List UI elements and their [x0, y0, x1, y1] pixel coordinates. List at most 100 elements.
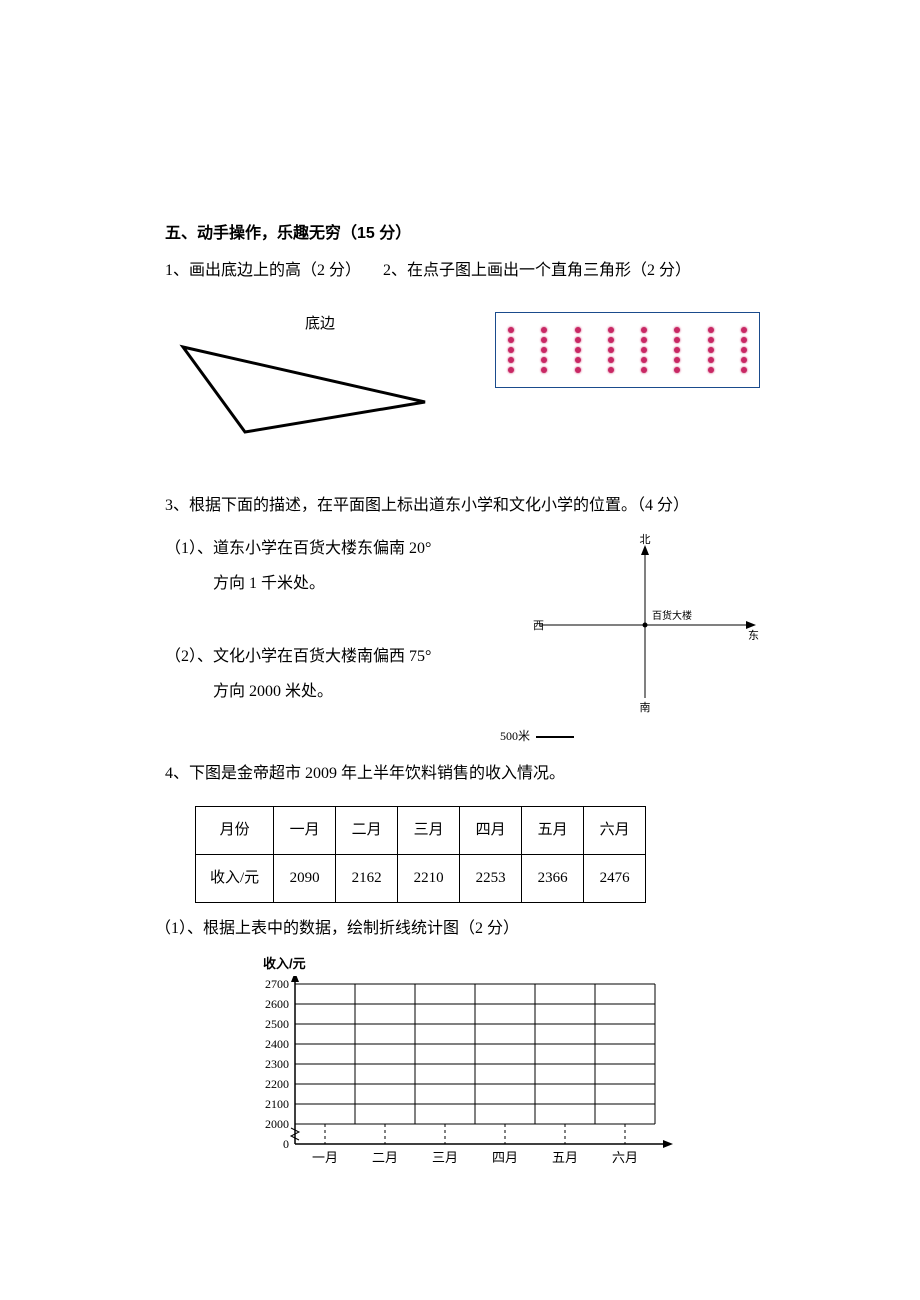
- scale-label: 500米: [500, 726, 530, 748]
- question-3: 3、根据下面的描述，在平面图上标出道东小学和文化小学的位置。（4 分）: [165, 492, 760, 521]
- question-4: 4、下图是金帝超市 2009 年上半年饮料销售的收入情况。: [165, 760, 760, 789]
- y-tick-label: 2700: [265, 977, 289, 991]
- grid-dot: [641, 367, 647, 373]
- grid-dot: [741, 357, 747, 363]
- table-value-cell: 2090: [274, 855, 336, 903]
- grid-dot: [641, 337, 647, 343]
- grid-dot: [508, 347, 514, 353]
- q3-sub2-line2: 方向 2000 米处。: [165, 678, 530, 707]
- grid-dot: [541, 347, 547, 353]
- grid-dot: [708, 327, 714, 333]
- grid-dot: [608, 357, 614, 363]
- x-tick-label: 四月: [492, 1150, 518, 1165]
- grid-dot: [741, 367, 747, 373]
- compass-scale: 500米: [500, 726, 760, 748]
- q3-sub1-line1: （1）、道东小学在百货大楼东偏南 20°: [165, 535, 530, 564]
- table-row-label: 收入/元: [196, 855, 274, 903]
- grid-dot: [608, 367, 614, 373]
- y-tick-label: 2500: [265, 1017, 289, 1031]
- question-1: 1、画出底边上的高（2 分）: [165, 257, 361, 286]
- grid-dot: [508, 367, 514, 373]
- y-tick-label: 2100: [265, 1097, 289, 1111]
- grid-dot: [575, 327, 581, 333]
- dot-row: [508, 327, 747, 333]
- north-arrow-icon: [641, 545, 649, 555]
- line-chart-grid: 收入/元 020002100220023002400250026002700一月…: [245, 952, 675, 1185]
- table-header-row: 月份一月二月三月四月五月六月: [196, 807, 646, 855]
- compass-north-label: 北: [640, 533, 651, 546]
- chart-y-label: 收入/元: [263, 952, 675, 975]
- grid-dot: [541, 327, 547, 333]
- grid-dot: [708, 347, 714, 353]
- table-value-cell: 2476: [584, 855, 646, 903]
- grid-dot: [741, 327, 747, 333]
- grid-dot: [708, 367, 714, 373]
- compass-center-label: 百货大楼: [652, 609, 692, 622]
- grid-dot: [608, 337, 614, 343]
- grid-dot: [741, 337, 747, 343]
- y-tick-label: 2600: [265, 997, 289, 1011]
- grid-dot: [674, 327, 680, 333]
- table-header-cell: 五月: [522, 807, 584, 855]
- q4-sub1: （1）、根据上表中的数据，绘制折线统计图（2 分）: [155, 915, 760, 944]
- grid-dot: [575, 347, 581, 353]
- grid-dot: [674, 337, 680, 343]
- q3-sub2-line1: （2）、文化小学在百货大楼南偏西 75°: [165, 643, 530, 672]
- dot-row: [508, 337, 747, 343]
- x-tick-label: 一月: [312, 1150, 338, 1165]
- dot-row: [508, 367, 747, 373]
- q3-sub1-line2: 方向 1 千米处。: [165, 570, 530, 599]
- grid-dot: [641, 347, 647, 353]
- grid-dot: [541, 357, 547, 363]
- dot-grid: [495, 312, 760, 388]
- y-axis-arrow-icon: [291, 976, 299, 982]
- axis-break-icon: [291, 1128, 299, 1140]
- section-title: 五、动手操作，乐趣无穷（15 分）: [165, 220, 760, 249]
- grid-dot: [708, 357, 714, 363]
- grid-dot: [674, 367, 680, 373]
- y-tick-label: 0: [283, 1137, 289, 1151]
- grid-dot: [575, 367, 581, 373]
- y-tick-label: 2200: [265, 1077, 289, 1091]
- x-axis-arrow-icon: [663, 1140, 673, 1148]
- grid-dot: [508, 337, 514, 343]
- grid-dot: [641, 357, 647, 363]
- scale-bar-icon: [536, 736, 574, 738]
- triangle-base-label: 底边: [305, 315, 335, 332]
- question-2: 2、在点子图上画出一个直角三角形（2 分）: [383, 257, 691, 286]
- compass-east-label: 东: [748, 629, 759, 642]
- table-header-cell: 三月: [398, 807, 460, 855]
- grid-dot: [674, 357, 680, 363]
- table-header-cell: 六月: [584, 807, 646, 855]
- table-header-cell: 二月: [336, 807, 398, 855]
- income-table: 月份一月二月三月四月五月六月 收入/元209021622210225323662…: [195, 806, 646, 903]
- table-data-row: 收入/元209021622210225323662476: [196, 855, 646, 903]
- grid-dot: [708, 337, 714, 343]
- dot-row: [508, 347, 747, 353]
- table-header-cell: 四月: [460, 807, 522, 855]
- table-value-cell: 2253: [460, 855, 522, 903]
- x-tick-label: 三月: [432, 1150, 458, 1165]
- grid-dot: [608, 327, 614, 333]
- grid-dot: [541, 337, 547, 343]
- x-tick-label: 六月: [612, 1150, 638, 1165]
- grid-dot: [508, 327, 514, 333]
- grid-dot: [541, 367, 547, 373]
- grid-dot: [674, 347, 680, 353]
- table-value-cell: 2162: [336, 855, 398, 903]
- table-header-cell: 一月: [274, 807, 336, 855]
- triangle-shape: [183, 347, 425, 432]
- dot-row: [508, 357, 747, 363]
- x-tick-label: 五月: [552, 1150, 578, 1165]
- compass-figure: 北 南 西 东 百货大楼 500米: [530, 533, 760, 747]
- y-tick-label: 2000: [265, 1117, 289, 1131]
- table-header-cell: 月份: [196, 807, 274, 855]
- grid-dot: [508, 357, 514, 363]
- grid-dot: [741, 347, 747, 353]
- compass-south-label: 南: [640, 701, 651, 714]
- grid-dot: [575, 357, 581, 363]
- compass-west-label: 西: [533, 620, 544, 632]
- triangle-figure: 底边: [165, 312, 435, 453]
- east-arrow-icon: [746, 621, 756, 629]
- table-value-cell: 2210: [398, 855, 460, 903]
